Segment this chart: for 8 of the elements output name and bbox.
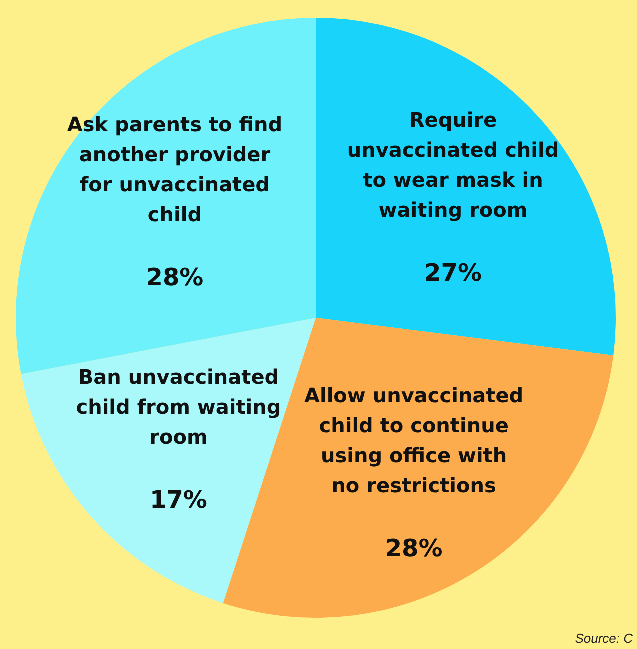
data-label: 28% (385, 534, 443, 563)
slice-label: Allow unvaccinated child to continue using office with no restrictions (304, 384, 524, 498)
data-label: 27% (424, 258, 482, 287)
slice-label: Ban unvaccinated child from waiting room (76, 365, 282, 450)
data-label: 17% (150, 486, 208, 514)
source-note: Source: C (575, 631, 634, 646)
slice-label: Require unvaccinated child to wear mask in waiting room (347, 108, 560, 222)
data-label: 28% (146, 263, 204, 292)
